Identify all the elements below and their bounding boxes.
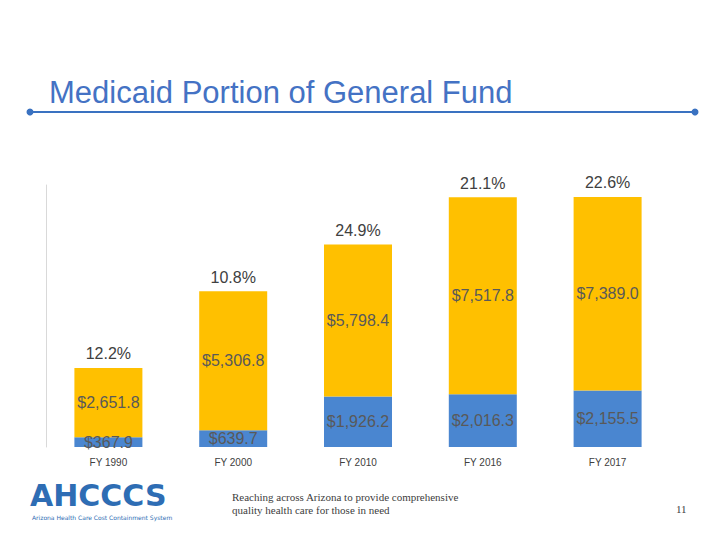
svg-text:Medicaid Portion of General Fu: Medicaid Portion of General Fund — [49, 75, 513, 110]
svg-text:$7,517.8: $7,517.8 — [452, 287, 514, 304]
svg-text:24.9%: 24.9% — [335, 222, 380, 239]
svg-text:$2,016.3: $2,016.3 — [452, 412, 514, 429]
svg-text:Arizona Health Care Cost Conta: Arizona Health Care Cost Containment Sys… — [32, 514, 172, 522]
svg-text:Reaching across Arizona to pro: Reaching across Arizona to provide compr… — [232, 491, 461, 503]
svg-text:$1,926.2: $1,926.2 — [327, 413, 389, 430]
svg-text:12.2%: 12.2% — [86, 345, 131, 362]
svg-text:FY 2016: FY 2016 — [464, 457, 502, 468]
svg-text:21.1%: 21.1% — [460, 175, 505, 192]
svg-text:$5,798.4: $5,798.4 — [327, 312, 389, 329]
svg-text:$5,306.8: $5,306.8 — [202, 352, 264, 369]
svg-text:11: 11 — [676, 503, 687, 515]
svg-text:$2,155.5: $2,155.5 — [576, 410, 638, 427]
svg-text:FY 1990: FY 1990 — [90, 457, 128, 468]
svg-text:$367.9: $367.9 — [84, 434, 133, 451]
svg-text:10.8%: 10.8% — [211, 269, 256, 286]
svg-text:quality health care for those: quality health care for those in need — [232, 504, 390, 516]
svg-text:AHCCCS: AHCCCS — [30, 478, 167, 513]
svg-text:FY 2017: FY 2017 — [589, 457, 627, 468]
svg-text:$639.7: $639.7 — [209, 430, 258, 447]
svg-text:$2,651.8: $2,651.8 — [77, 394, 139, 411]
svg-text:FY 2010: FY 2010 — [339, 457, 377, 468]
svg-text:FY 2000: FY 2000 — [214, 457, 252, 468]
svg-text:$7,389.0: $7,389.0 — [576, 285, 638, 302]
svg-text:22.6%: 22.6% — [585, 174, 630, 191]
